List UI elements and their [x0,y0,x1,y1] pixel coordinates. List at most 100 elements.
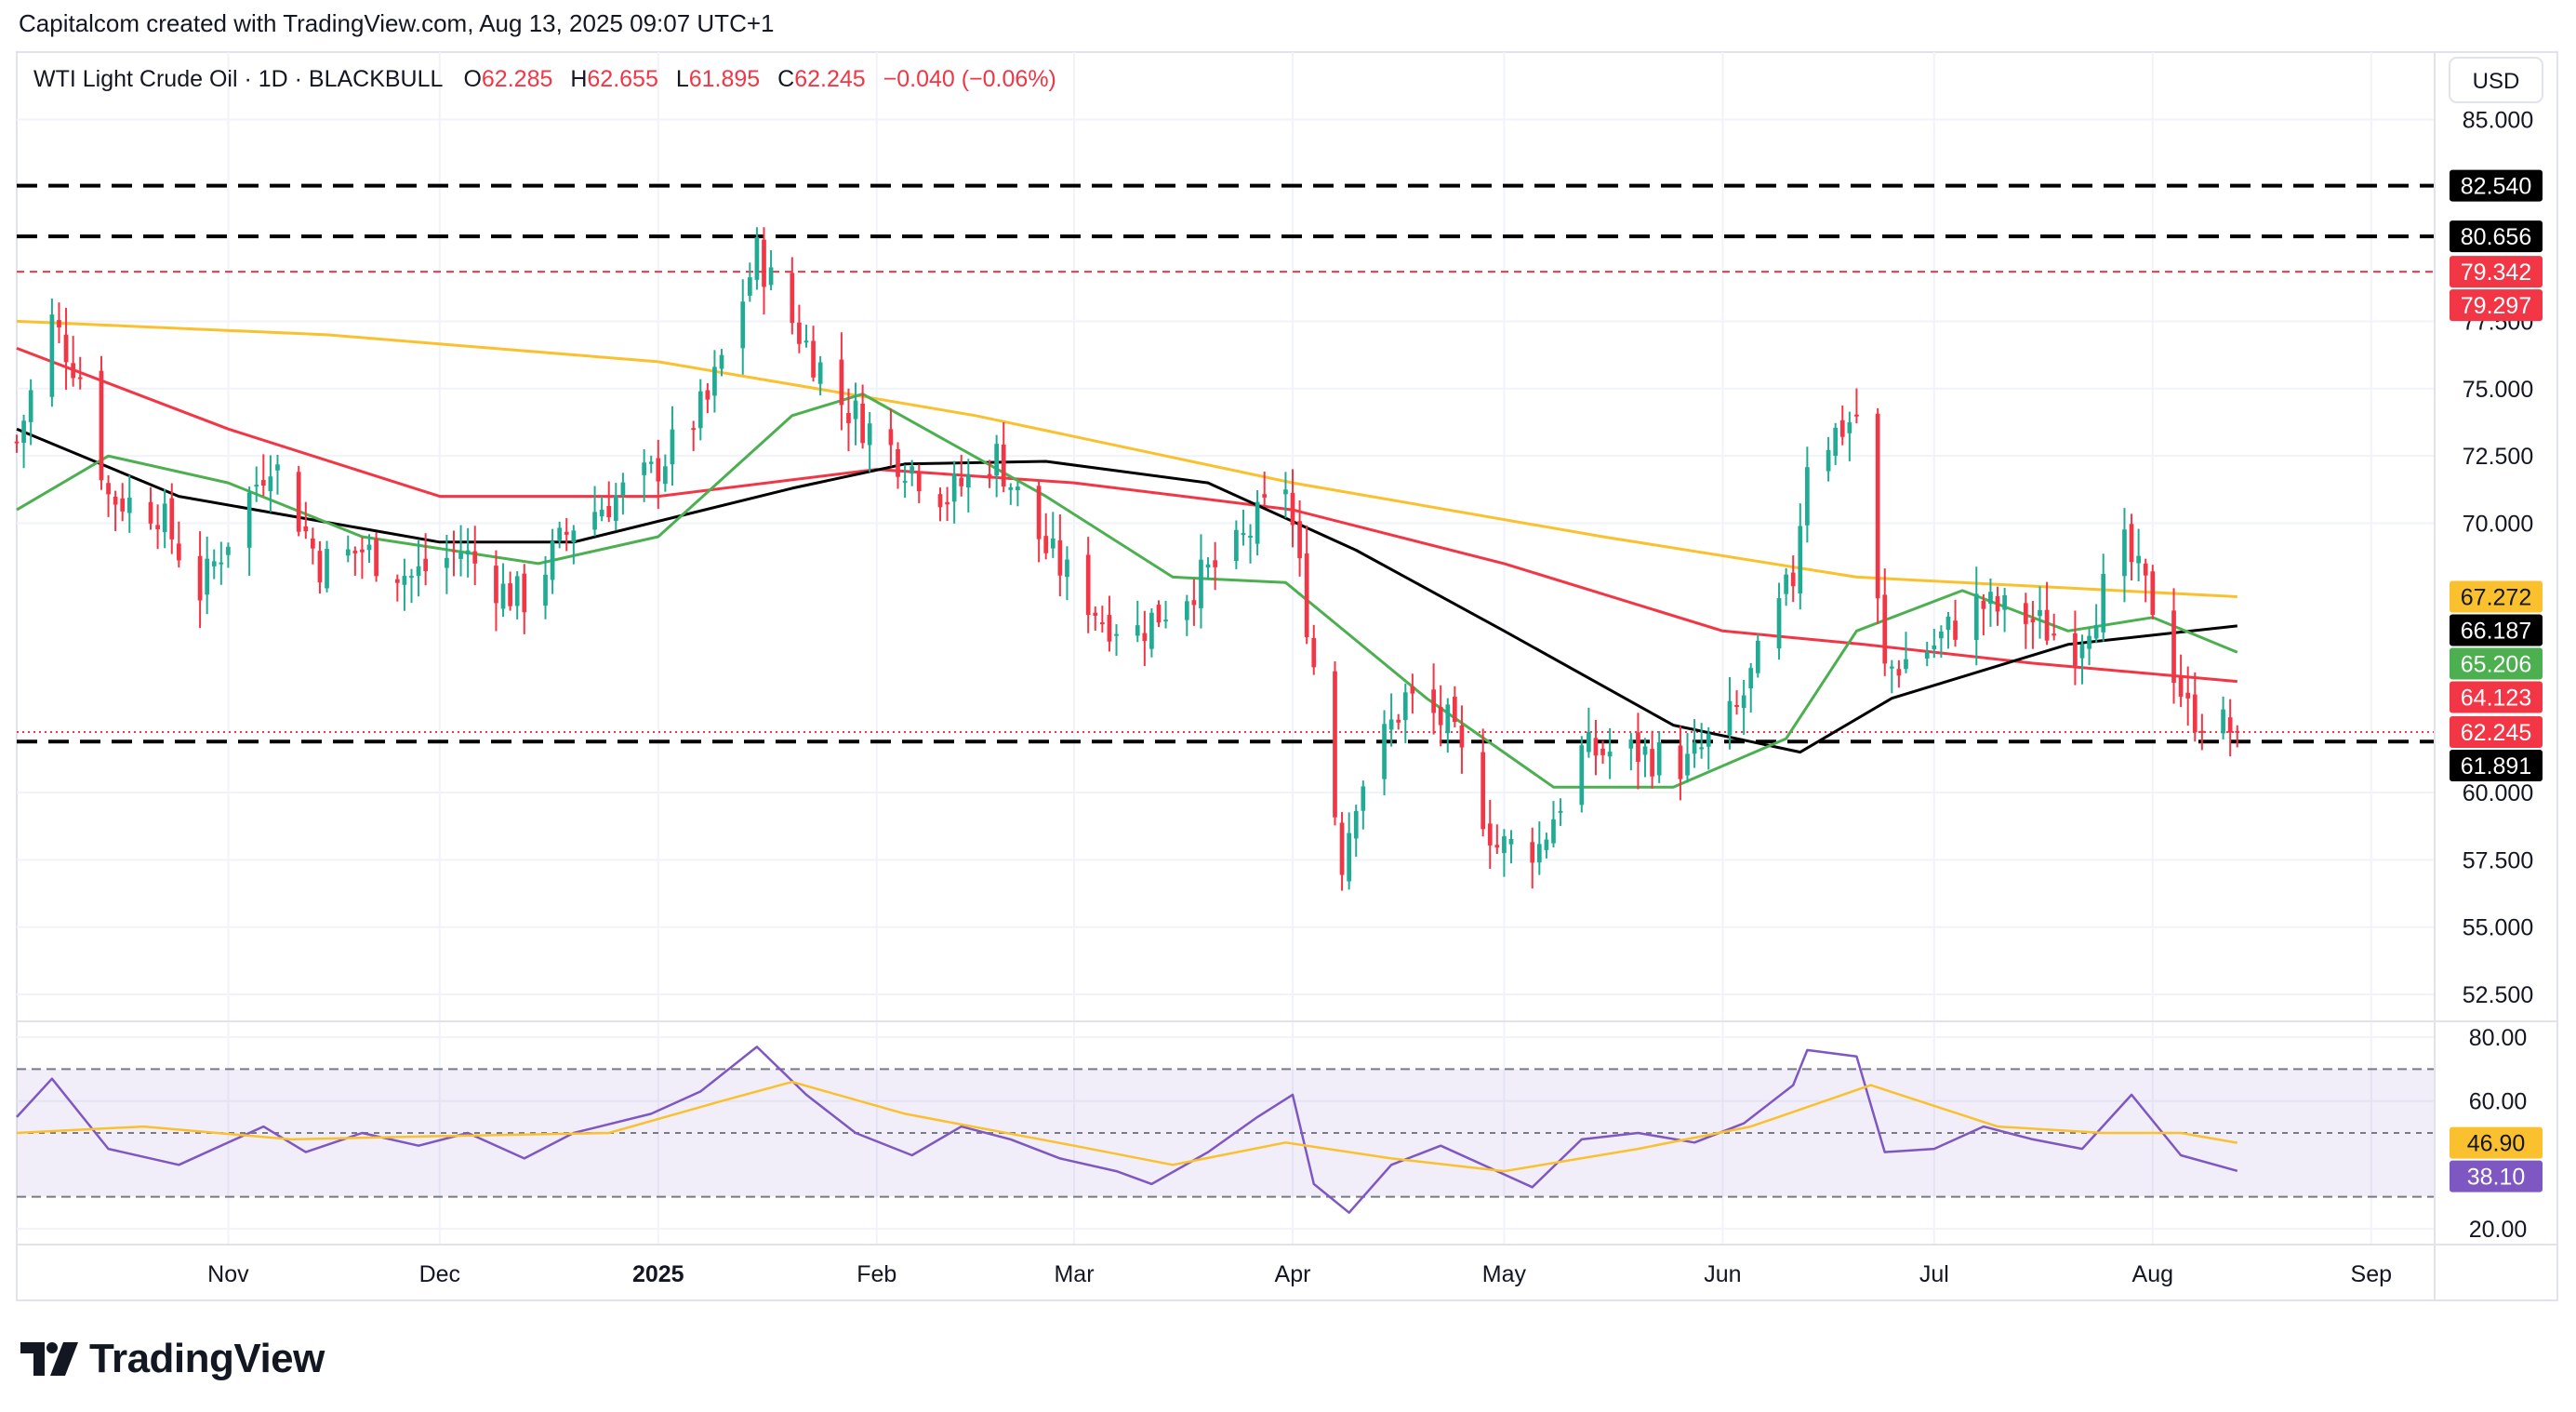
candle-up [663,466,668,485]
candle-down [1600,748,1605,755]
axis-price-label: 61.891 [2461,753,2531,779]
axis-price-label: 82.540 [2461,174,2531,200]
candle-down [99,370,104,481]
candle-down [77,377,83,380]
candle-down [1882,594,1888,664]
candle-up [226,546,231,555]
candle-down [2185,692,2191,699]
time-axis[interactable]: Nov Dec 2025 Feb Mar Apr May Jun Jul Aug Sep [207,1261,2392,1287]
chart-attribution: Capitalcom created with TradingView.com,… [19,9,775,37]
candle-up [2038,609,2042,617]
candle-up [712,366,717,396]
candle-up [1445,704,1451,734]
candle-down [2171,610,2176,684]
candle-up [740,301,746,349]
candle-down [606,506,612,518]
candle-down [2150,571,2156,616]
candle-up [416,566,421,577]
currency-button-bg[interactable] [2449,57,2543,103]
candle-up [126,498,132,513]
candle-up [1826,449,1831,472]
candle-up [902,480,908,483]
candle-down [1311,638,1317,668]
candle-down [860,403,865,444]
candle-down [1410,686,1415,694]
price-tick-label: 52.500 [2463,982,2533,1008]
price-tick-label: 57.500 [2463,847,2533,873]
candle-up [1932,645,1937,650]
time-tick-label: 2025 [632,1261,684,1287]
legend-close-label: C [777,66,794,92]
axis-price-label: 80.656 [2461,224,2531,250]
price-tick-label: 72.500 [2463,444,2533,470]
candle-up [768,267,774,286]
candle-down [1481,752,1486,830]
legend-close: 62.245 [794,66,865,92]
candle-up [543,574,548,606]
candle-down [352,551,358,553]
candle-down [959,477,964,486]
candle-down [1191,600,1197,606]
axis-price-label: 79.297 [2461,293,2531,319]
candle-down [1734,705,1739,708]
candle-up [1692,742,1697,754]
candle-up [1642,746,1648,755]
candle-down [1093,612,1098,616]
candle-down [1494,845,1500,848]
time-tick-label: Mar [1054,1261,1094,1287]
candle-down [63,334,69,363]
candle-down [2178,676,2184,697]
candle-up [1847,422,1852,433]
candle-down [916,472,922,492]
currency-button[interactable]: USD [2473,69,2520,94]
candle-up [366,544,372,551]
candle-up [1805,467,1810,526]
candle-down [494,566,498,604]
legend-low: 61.895 [689,66,760,92]
candle-down [2227,717,2233,733]
rsi-tick-label: 60.00 [2469,1089,2528,1115]
candle-down [148,501,153,524]
candle-up [1248,535,1253,538]
candle-down [1896,669,1902,676]
candle-up [550,540,555,580]
candle-up [1502,836,1507,854]
rsi-line [16,1046,2238,1214]
candle-down [113,497,118,505]
candle-down [564,531,569,535]
candle-up [1988,592,1993,605]
candle-down [374,538,378,577]
candle-down [705,390,710,400]
candle-down [811,340,816,378]
candle-up [817,362,823,384]
legend-high-label: H [570,66,587,92]
axis-price-label-bg [2450,169,2543,202]
time-tick-label: Dec [419,1261,460,1287]
price-tick-label: 60.000 [2463,780,2533,806]
candle-down [1650,749,1654,777]
time-tick-label: Nov [207,1261,249,1287]
candle-up [620,482,626,496]
candle-up [599,509,604,517]
candle-up [803,340,809,343]
price-tick-label: 55.000 [2463,915,2533,941]
candle-down [1593,738,1599,756]
candle-up [205,558,210,595]
candle-up [1050,538,1056,549]
candle-up [1361,786,1366,811]
candle-up [1973,593,1979,640]
candle-down [1530,842,1535,863]
rsi-tick-label: 80.00 [2469,1025,2528,1051]
legend-symbol: WTI Light Crude Oil · 1D · BLACKBULL [33,66,444,92]
candle-up [2002,594,2007,610]
price-tick-label: 75.000 [2463,377,2533,403]
candle-down [691,428,697,431]
candle-down [1304,553,1309,637]
candle-down [2199,730,2205,733]
candle-up [1939,631,1944,639]
candle-down [14,441,20,444]
candle-up [1748,668,1754,689]
candle-up [275,464,280,471]
candle-up [1699,747,1705,750]
